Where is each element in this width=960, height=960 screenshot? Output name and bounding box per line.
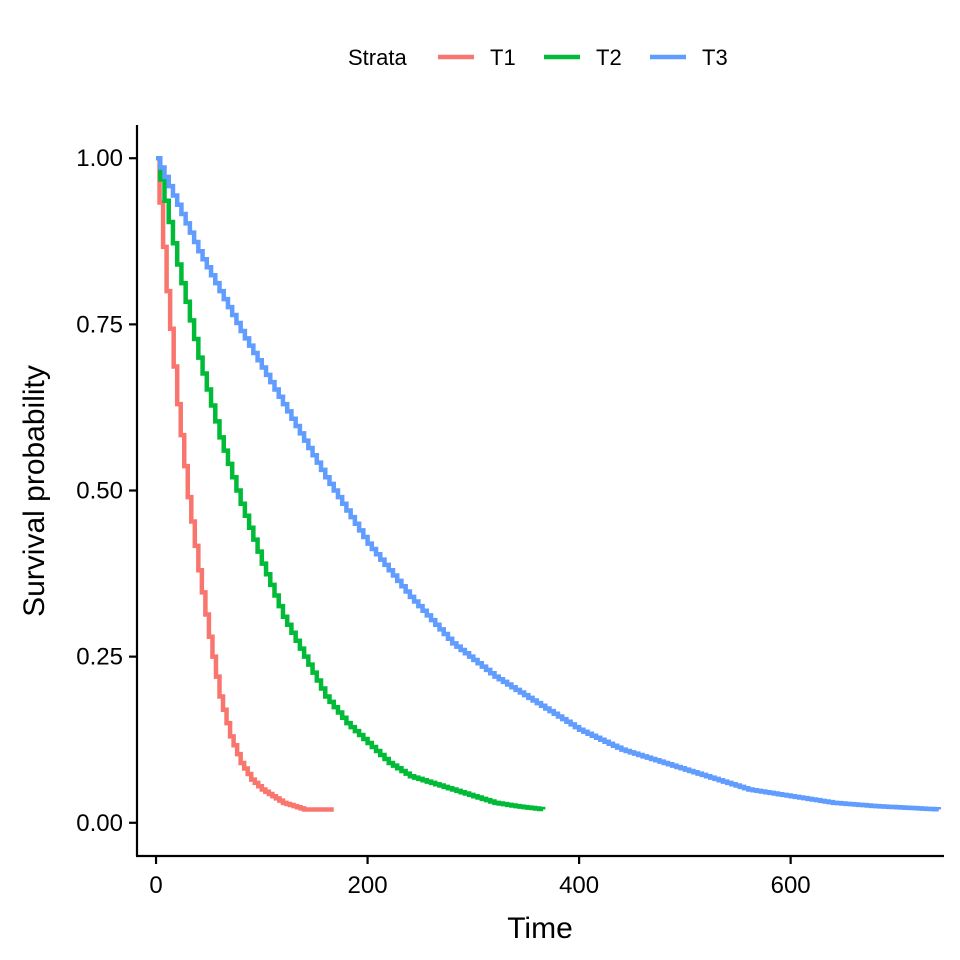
y-axis-title: Survival probability [18, 365, 51, 617]
x-tick-label: 200 [348, 872, 388, 899]
x-ticks: 0 200 400 600 [149, 856, 811, 899]
x-tick-label: 600 [771, 872, 811, 899]
legend-title: Strata [348, 45, 407, 70]
legend-label-t2: T2 [596, 45, 622, 70]
x-tick-label: 400 [559, 872, 599, 899]
legend: Strata T1 T2 T3 [348, 45, 728, 70]
legend-label-t3: T3 [702, 45, 728, 70]
x-axis-title: Time [507, 912, 573, 945]
series-layer [156, 155, 941, 812]
y-tick-label: 0.00 [76, 810, 123, 837]
series-line-t3 [156, 155, 941, 812]
legend-items: T1 T2 T3 [438, 45, 728, 70]
y-tick-label: 1.00 [76, 145, 123, 172]
x-tick-label: 0 [149, 872, 162, 899]
legend-label-t1: T1 [490, 45, 516, 70]
series-line-t1 [156, 155, 334, 812]
y-tick-label: 0.50 [76, 478, 123, 505]
series-line-t2 [156, 155, 546, 812]
y-ticks: 0.00 0.25 0.50 0.75 1.00 [76, 145, 137, 837]
y-tick-label: 0.75 [76, 311, 123, 338]
y-tick-label: 0.25 [76, 644, 123, 671]
